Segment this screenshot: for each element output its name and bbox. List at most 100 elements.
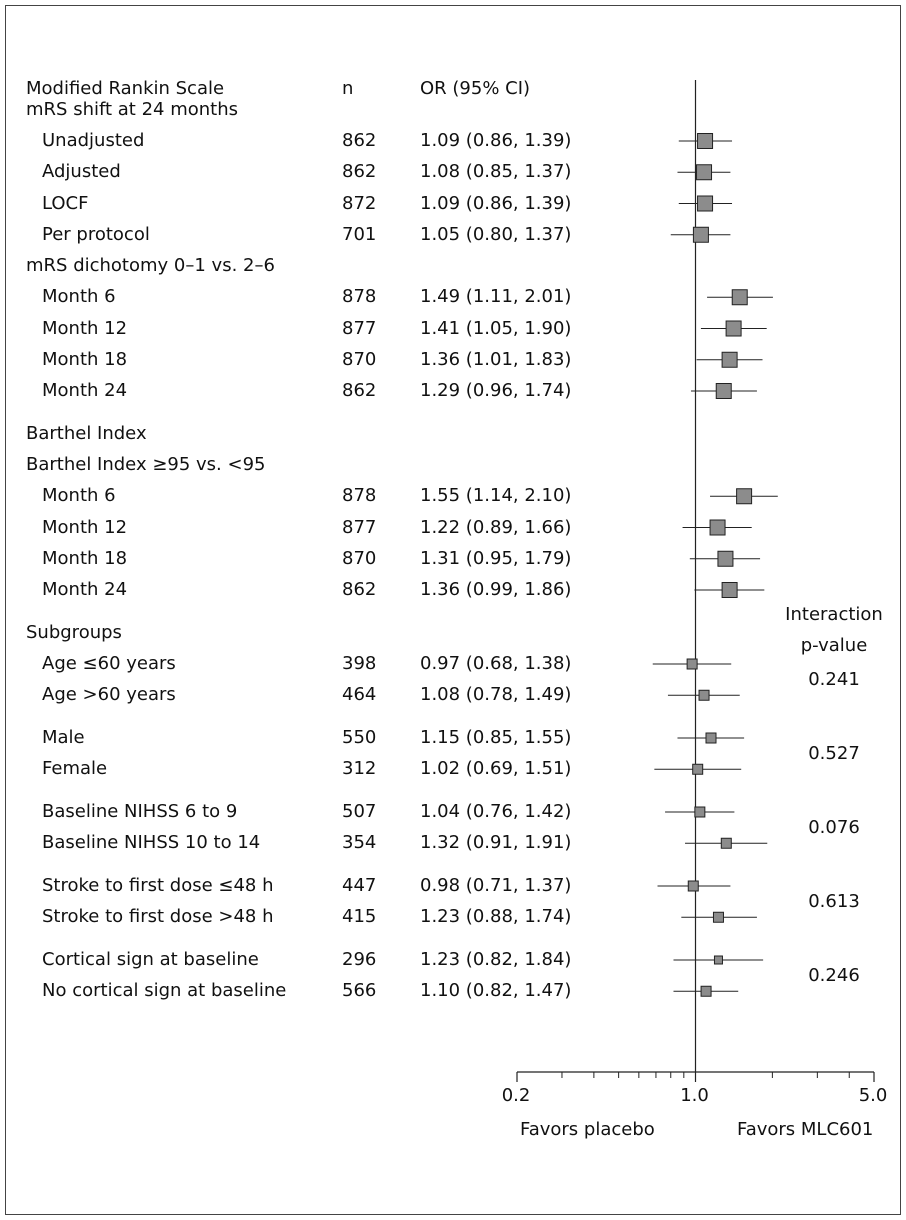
row-or-ci: 1.32 (0.91, 1.91) [420, 832, 572, 854]
or-marker [705, 732, 717, 744]
row-or-ci: 1.08 (0.78, 1.49) [420, 684, 572, 706]
row-or-ci: 1.22 (0.89, 1.66) [420, 516, 572, 538]
row-or-ci: 1.02 (0.69, 1.51) [420, 758, 572, 780]
interaction-pvalue: 0.527 [808, 742, 860, 764]
interaction-pvalue: 0.613 [808, 890, 860, 912]
or-marker [721, 351, 738, 368]
row-n: 701 [342, 223, 377, 245]
row-n: 877 [342, 317, 377, 339]
column-header-or: OR (95% CI) [420, 78, 531, 99]
row-or-ci: 1.15 (0.85, 1.55) [420, 727, 572, 748]
row-n: 878 [342, 485, 377, 507]
row-n: 312 [342, 758, 377, 780]
or-marker [712, 911, 724, 923]
row-n: 862 [342, 579, 377, 600]
row-or-ci: 1.49 (1.11, 2.01) [420, 286, 572, 308]
row-or-ci: 1.29 (0.96, 1.74) [420, 380, 572, 401]
row-label: Month 12 [42, 317, 128, 339]
or-marker [713, 955, 723, 965]
row-n: 398 [342, 653, 377, 674]
or-marker [692, 226, 709, 243]
column-header-label: Modified Rankin Scale [26, 78, 225, 99]
row-n: 878 [342, 286, 377, 308]
row-label: Month 12 [42, 516, 128, 538]
or-marker [696, 164, 713, 181]
interaction-pvalue: 0.246 [808, 964, 860, 986]
or-marker [698, 689, 710, 701]
row-label: Stroke to first dose ≤48 h [42, 875, 274, 896]
row-label: Month 18 [42, 547, 128, 569]
row-or-ci: 1.36 (1.01, 1.83) [420, 348, 572, 370]
x-tick-label: 1.0 [680, 1085, 709, 1106]
row-label: Per protocol [42, 223, 150, 245]
row-n: 415 [342, 906, 377, 928]
or-marker [709, 519, 726, 536]
or-marker [686, 658, 698, 670]
or-marker [731, 289, 748, 306]
row-or-ci: 1.05 (0.80, 1.37) [420, 223, 572, 245]
row-or-ci: 0.98 (0.71, 1.37) [420, 875, 572, 896]
interaction-header: p-value [800, 635, 868, 656]
interaction-header: Interaction [785, 604, 883, 625]
row-n: 877 [342, 516, 377, 538]
or-marker [694, 806, 706, 818]
row-label: Month 6 [42, 485, 116, 507]
row-label: Baseline NIHSS 10 to 14 [42, 832, 261, 854]
row-label: No cortical sign at baseline [42, 980, 287, 1002]
or-marker [687, 880, 699, 892]
or-marker [721, 582, 738, 598]
or-marker [717, 550, 734, 567]
row-or-ci: 1.41 (1.05, 1.90) [420, 317, 572, 339]
row-n: 566 [342, 980, 377, 1002]
row-label: Month 18 [42, 348, 128, 370]
or-marker [697, 195, 714, 212]
row-n: 872 [342, 192, 377, 214]
row-label: Age ≤60 years [42, 653, 176, 674]
figure-frame [5, 5, 901, 1215]
row-label: Stroke to first dose >48 h [42, 906, 274, 928]
row-or-ci: 1.10 (0.82, 1.47) [420, 980, 572, 1002]
favors-mlc601-label: Favors MLC601 [737, 1119, 874, 1140]
section-heading: Barthel Index ≥95 vs. <95 [26, 454, 266, 475]
or-marker [715, 383, 732, 399]
row-n: 870 [342, 547, 377, 569]
row-or-ci: 1.08 (0.85, 1.37) [420, 161, 572, 183]
interaction-pvalue: 0.076 [808, 816, 860, 838]
row-n: 507 [342, 801, 377, 822]
row-n: 464 [342, 684, 377, 706]
row-or-ci: 1.23 (0.82, 1.84) [420, 949, 572, 970]
row-label: Age >60 years [42, 684, 176, 706]
or-marker [725, 320, 742, 337]
row-label: Month 24 [42, 579, 128, 600]
row-label: Cortical sign at baseline [42, 949, 259, 970]
row-label: Adjusted [42, 161, 121, 183]
row-or-ci: 1.09 (0.86, 1.39) [420, 192, 572, 214]
or-marker [736, 488, 753, 505]
row-n: 447 [342, 875, 377, 896]
row-label: Month 24 [42, 380, 128, 401]
row-or-ci: 1.04 (0.76, 1.42) [420, 801, 572, 822]
row-label: Baseline NIHSS 6 to 9 [42, 801, 238, 822]
x-tick-label: 5.0 [858, 1085, 888, 1106]
row-label: Month 6 [42, 286, 116, 308]
row-or-ci: 1.31 (0.95, 1.79) [420, 547, 572, 569]
or-marker [692, 763, 704, 775]
row-or-ci: 1.09 (0.86, 1.39) [420, 130, 572, 151]
row-or-ci: 1.55 (1.14, 2.10) [420, 485, 572, 507]
row-label: Unadjusted [42, 130, 145, 151]
row-n: 296 [342, 949, 377, 970]
column-header-n: n [342, 78, 354, 99]
section-heading: mRS shift at 24 months [26, 98, 239, 120]
or-marker [697, 133, 714, 149]
row-n: 862 [342, 161, 377, 183]
row-n: 862 [342, 380, 377, 401]
row-label: Female [42, 758, 108, 780]
section-heading: mRS dichotomy 0–1 vs. 2–6 [26, 255, 275, 276]
row-n: 862 [342, 130, 377, 151]
x-tick-label: 0.2 [501, 1085, 531, 1106]
row-or-ci: 1.36 (0.99, 1.86) [420, 579, 572, 600]
row-or-ci: 1.23 (0.88, 1.74) [420, 906, 572, 928]
row-label: Male [42, 727, 85, 748]
row-n: 870 [342, 348, 377, 370]
